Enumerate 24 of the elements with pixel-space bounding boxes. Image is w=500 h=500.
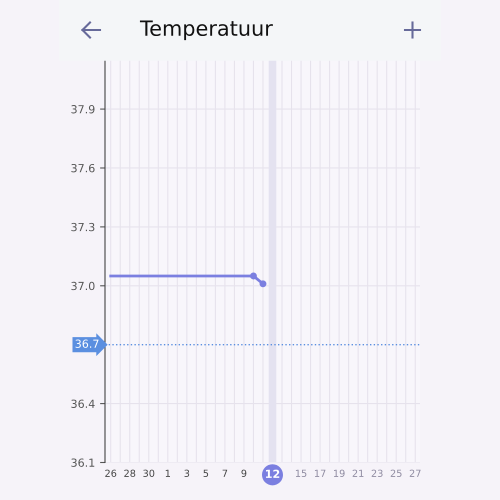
y-tick-label: 37.0 [71,282,95,290]
x-tick-label: 19 [334,470,345,477]
x-tick-label: 12 [266,470,280,478]
x-tick-label: 21 [352,470,364,477]
x-tick-label: 5 [204,470,208,477]
x-tick-label: 3 [184,470,190,477]
x-tick-label: 28 [124,470,136,477]
x-tick-label: 1 [166,470,170,477]
y-tick-label: 37.9 [71,105,94,114]
y-tick-label: 36.1 [71,458,94,467]
x-tick-label: 23 [372,470,383,477]
x-tick-label: 17 [314,470,326,477]
y-tick-label: 37.3 [71,222,94,232]
x-tick-label: 9 [241,470,246,477]
y-tick-label: 36.4 [71,400,95,408]
x-tick-label: 30 [143,470,154,477]
x-tick-label: 27 [410,470,421,477]
x-tick-label: 7 [222,470,228,477]
ref-line-label: 36.7 [76,340,98,348]
x-tick-label: 15 [296,470,306,477]
y-tick-label: 37.6 [71,164,95,172]
chart-title: Temperatuur [140,20,273,40]
x-tick-label: 26 [105,470,116,477]
x-tick-label: 25 [390,470,402,477]
